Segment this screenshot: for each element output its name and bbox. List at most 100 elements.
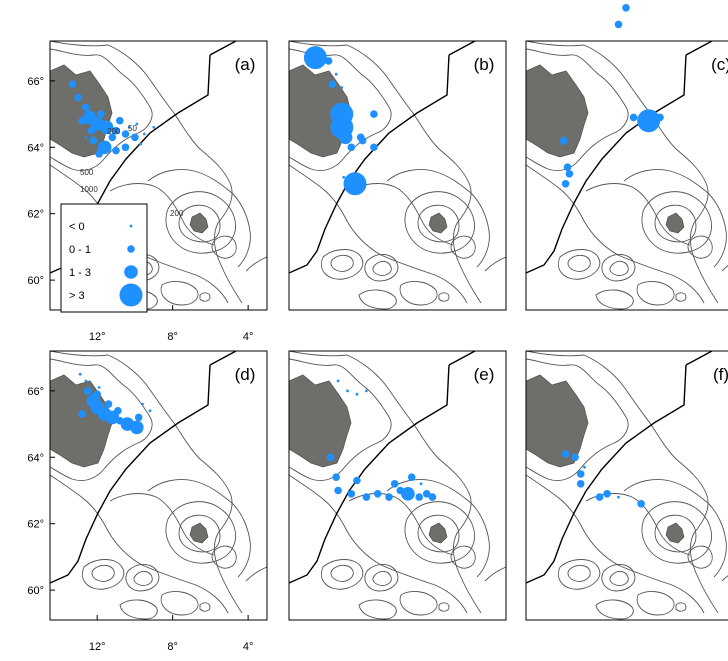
map-base (525, 350, 728, 621)
lon-tick-label: 8° (167, 331, 178, 343)
data-point (97, 386, 101, 389)
data-point (134, 413, 143, 422)
bank-north (211, 545, 237, 569)
data-point (97, 110, 105, 118)
bank-north (687, 235, 713, 259)
faroe-contour-outer (641, 501, 712, 564)
contour-label: 500 (80, 168, 94, 177)
data-point (95, 150, 103, 158)
faroe-contour-inner (178, 514, 221, 553)
contour-1000 (526, 474, 705, 614)
bank-north (450, 545, 476, 569)
data-point (84, 135, 88, 139)
legend-marker (129, 224, 133, 228)
bank-small (675, 292, 687, 302)
map-panel: (f) (525, 350, 728, 621)
faroe-islands (428, 522, 448, 544)
faroe-islands (665, 212, 685, 234)
bank-center-inner (609, 570, 629, 586)
faroe-contour-outer (404, 191, 475, 254)
bank-west (558, 559, 601, 590)
data-point (87, 126, 96, 135)
bank-south (595, 599, 634, 620)
data-point (401, 487, 415, 501)
bank-small (675, 602, 687, 612)
contour-label: 50 (128, 124, 137, 133)
bank-small (438, 602, 450, 612)
contour-inner (109, 493, 215, 556)
faroe-contour-outer (165, 501, 236, 564)
data-point (104, 400, 113, 408)
contour-label: 200 (107, 127, 121, 136)
panel-label: (a) (235, 55, 256, 74)
ridge-contour (721, 575, 728, 582)
bank-center (364, 254, 399, 282)
data-point (595, 493, 604, 501)
data-point (355, 392, 359, 396)
faroe-contour-inner (417, 204, 460, 243)
data-point (385, 493, 393, 501)
data-point (603, 490, 611, 498)
panel-label: (d) (235, 365, 256, 384)
data-point (334, 72, 338, 76)
lat-tick-label: 64° (27, 452, 44, 464)
bank-west-inner (330, 254, 354, 272)
map-panel: (e) (288, 350, 507, 621)
lon-tick-label: 8° (167, 641, 178, 653)
bank-east (160, 281, 199, 306)
panel-label: (f) (713, 365, 728, 384)
data-point (139, 142, 142, 146)
iceland-landmass (526, 374, 589, 468)
legend-label: 1 - 3 (69, 267, 91, 279)
bank-west (558, 249, 601, 280)
contour-shelf (623, 169, 727, 268)
data-point (112, 126, 120, 135)
data-point (356, 133, 365, 142)
contour-200 (50, 48, 153, 171)
data-point (576, 480, 585, 488)
bank-west-inner (91, 564, 115, 582)
ridge-contour (245, 566, 267, 582)
contour-1000 (289, 474, 468, 614)
data-point (84, 379, 88, 383)
contour-inner (585, 183, 691, 246)
data-point (127, 125, 131, 129)
data-point (347, 143, 356, 152)
data-point (334, 486, 342, 495)
data-point (373, 490, 382, 498)
axes: 66° 64° 62° 60° 66° 64° 62° 60° 12° 8° 4° 12° 8° 4° (27, 76, 253, 653)
data-point (326, 453, 335, 462)
data-point (338, 130, 353, 145)
data-point (152, 125, 156, 129)
bank-small (438, 292, 450, 302)
contour-200 (50, 358, 153, 481)
data-point (407, 473, 416, 481)
bank-small (199, 292, 211, 302)
data-point (135, 122, 139, 126)
faroe-contour-inner (654, 204, 697, 243)
data-point (370, 143, 378, 152)
data-point (565, 170, 574, 178)
data-point (347, 490, 356, 498)
bank-center-inner (609, 260, 629, 276)
faroe-contour-outer (641, 191, 712, 254)
data-point (563, 163, 572, 171)
data-point (362, 493, 371, 501)
bank-center (601, 564, 636, 592)
panel-label: (b) (474, 55, 495, 74)
bank-west-inner (567, 564, 591, 582)
lat-tick-label: 62° (27, 209, 44, 221)
bank-south (119, 599, 158, 620)
data-point (105, 410, 120, 425)
bank-west-inner (567, 254, 591, 272)
contour-shelf (147, 169, 251, 268)
lat-tick-label: 60° (27, 585, 44, 597)
data-point (148, 409, 152, 413)
bank-east (399, 591, 438, 616)
iceland-landmass (289, 374, 352, 468)
bank-west (82, 559, 125, 590)
bank-south (595, 289, 634, 310)
data-point (419, 482, 423, 486)
faroe-contour-inner (417, 514, 460, 553)
